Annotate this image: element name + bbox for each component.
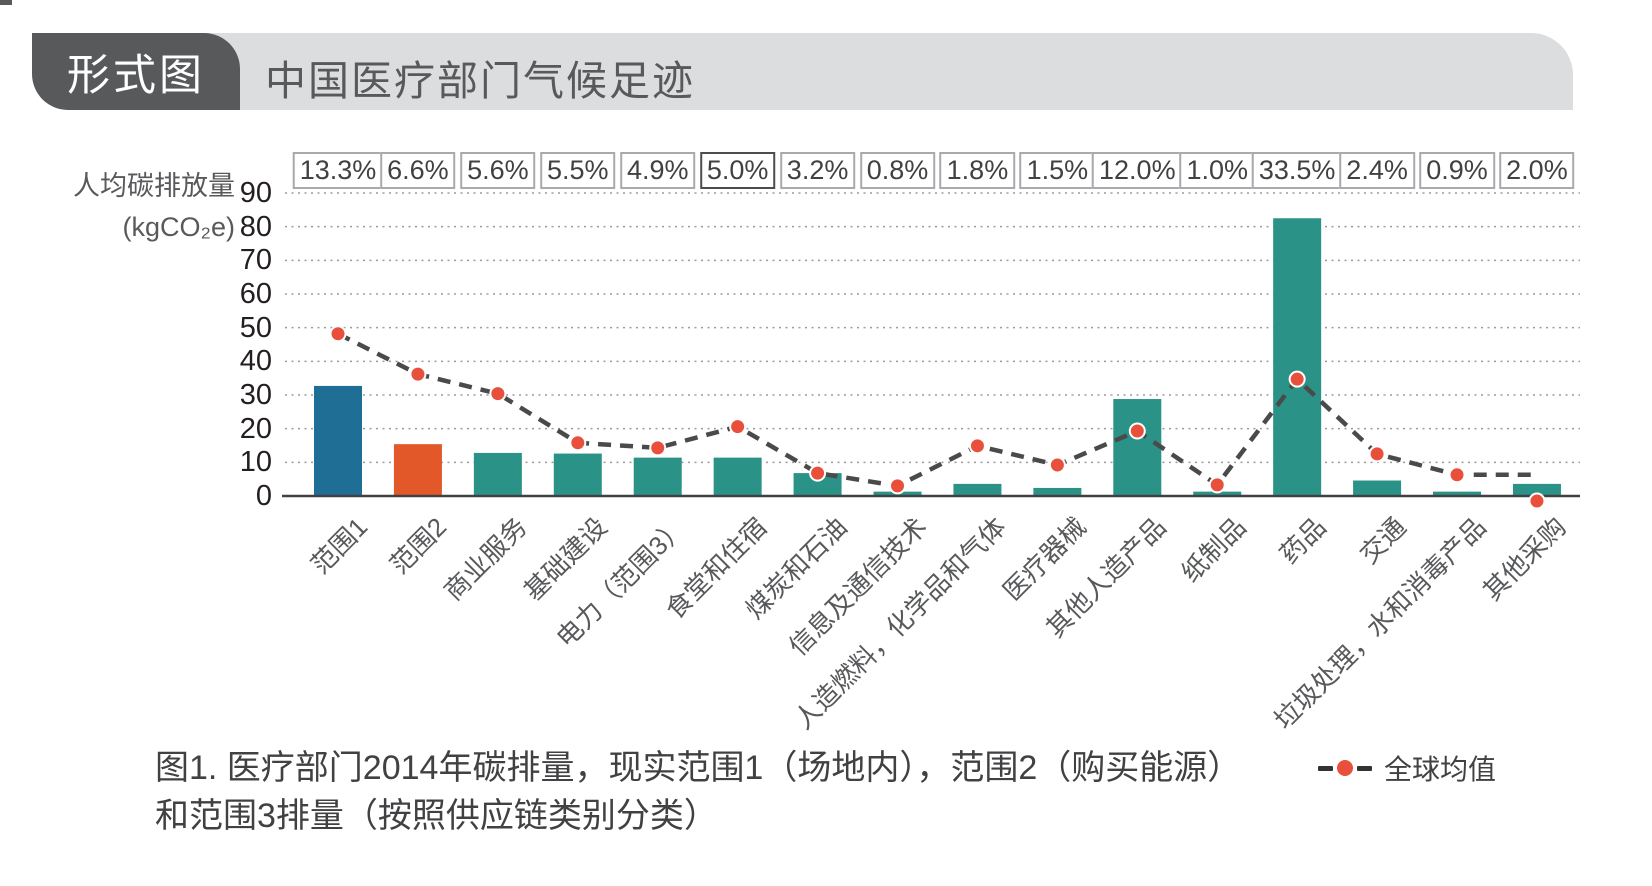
bar bbox=[1113, 399, 1162, 496]
bar bbox=[713, 457, 762, 496]
global-average-point bbox=[729, 418, 747, 436]
percent-label-box: 0.9% bbox=[1419, 152, 1495, 189]
bar bbox=[953, 483, 1002, 496]
global-average-point bbox=[809, 464, 827, 482]
corner-mark bbox=[0, 0, 12, 5]
bar bbox=[1433, 491, 1482, 496]
percent-label-box: 1.8% bbox=[939, 152, 1016, 189]
percent-label-box: 5.6% bbox=[460, 152, 536, 189]
y-axis-tick-label: 0 bbox=[255, 480, 272, 512]
global-average-point bbox=[569, 434, 587, 452]
global-average-point bbox=[1528, 492, 1546, 510]
y-axis-tick-label: 80 bbox=[239, 210, 272, 243]
y-axis-title: 人均碳排放量 (kgCO₂e) bbox=[60, 166, 235, 248]
percent-label-box: 1.0% bbox=[1179, 152, 1255, 189]
figure-caption: 图1. 医疗部门2014年碳排量，现实范围1（场地内），范围2（购买能源） 和范… bbox=[155, 744, 1241, 840]
bar bbox=[1273, 218, 1322, 496]
y-axis-tick-label: 30 bbox=[239, 379, 272, 411]
percent-label-box: 5.5% bbox=[540, 152, 616, 189]
bar bbox=[1193, 491, 1242, 496]
global-average-point bbox=[1208, 476, 1226, 494]
bar bbox=[314, 385, 362, 496]
global-average-point bbox=[1368, 445, 1386, 463]
header-badge: 形式图 bbox=[32, 33, 240, 110]
figure-title: 中国医疗部门气候足迹 bbox=[265, 58, 695, 104]
percent-label-box: 33.5% bbox=[1251, 152, 1343, 189]
percent-label-box: 5.0% bbox=[699, 152, 776, 189]
percent-label-box: 3.2% bbox=[779, 152, 856, 189]
y-axis-tick-label: 60 bbox=[239, 278, 272, 310]
header-badge-label: 形式图 bbox=[67, 51, 205, 100]
bar bbox=[393, 444, 442, 496]
percent-label-box: 13.3% bbox=[292, 152, 384, 189]
global-average-point bbox=[329, 325, 347, 343]
y-axis-tick-label: 40 bbox=[239, 345, 272, 378]
percent-label-box: 2.4% bbox=[1339, 152, 1415, 189]
bar bbox=[553, 453, 602, 496]
y-axis-tick-label: 70 bbox=[239, 244, 272, 277]
percent-label-box: 1.5% bbox=[1019, 152, 1096, 189]
percent-label-box: 2.0% bbox=[1499, 152, 1575, 189]
y-axis-tick-label: 90 bbox=[239, 177, 272, 209]
global-average-point bbox=[1448, 466, 1466, 484]
global-average-point bbox=[1288, 370, 1306, 388]
global-average-point bbox=[489, 385, 507, 403]
bar bbox=[1353, 480, 1402, 496]
legend-dash-icon bbox=[1357, 765, 1372, 771]
caption-line1: 图1. 医疗部门2014年碳排量，现实范围1（场地内），范围2（购买能源） bbox=[155, 749, 1242, 787]
percent-label-box: 6.6% bbox=[380, 152, 456, 189]
bar bbox=[633, 457, 682, 496]
global-average-line bbox=[336, 331, 1537, 489]
y-axis-tick-label: 20 bbox=[239, 412, 272, 445]
global-average-point bbox=[968, 437, 986, 455]
legend-dash-icon bbox=[1318, 765, 1333, 771]
y-axis-tick-label: 10 bbox=[239, 446, 272, 479]
caption-line2: 和范围3排量（按照供应链类别分类） bbox=[155, 797, 718, 835]
global-average-point bbox=[1048, 456, 1066, 474]
y-axis-title-line2: (kgCO₂e) bbox=[122, 212, 236, 242]
bar bbox=[1512, 483, 1561, 496]
percent-label-box: 4.9% bbox=[619, 152, 696, 189]
percent-label-box: 0.8% bbox=[859, 152, 936, 189]
header-bar: 中国医疗部门气候足迹 bbox=[100, 33, 1573, 110]
legend-marker-icon bbox=[1337, 760, 1353, 776]
legend: 全球均值 bbox=[1318, 752, 1496, 785]
global-average-point bbox=[649, 439, 667, 457]
global-average-point bbox=[889, 477, 907, 495]
bar bbox=[1033, 487, 1082, 496]
global-average-point bbox=[409, 365, 427, 383]
y-axis-title-line1: 人均碳排放量 bbox=[73, 171, 235, 201]
percent-label-box: 12.0% bbox=[1092, 152, 1183, 189]
bar bbox=[793, 473, 842, 496]
global-average-point bbox=[1128, 422, 1146, 440]
legend-label: 全球均值 bbox=[1384, 754, 1497, 785]
y-axis-tick-label: 50 bbox=[239, 311, 272, 344]
bar bbox=[473, 452, 522, 496]
